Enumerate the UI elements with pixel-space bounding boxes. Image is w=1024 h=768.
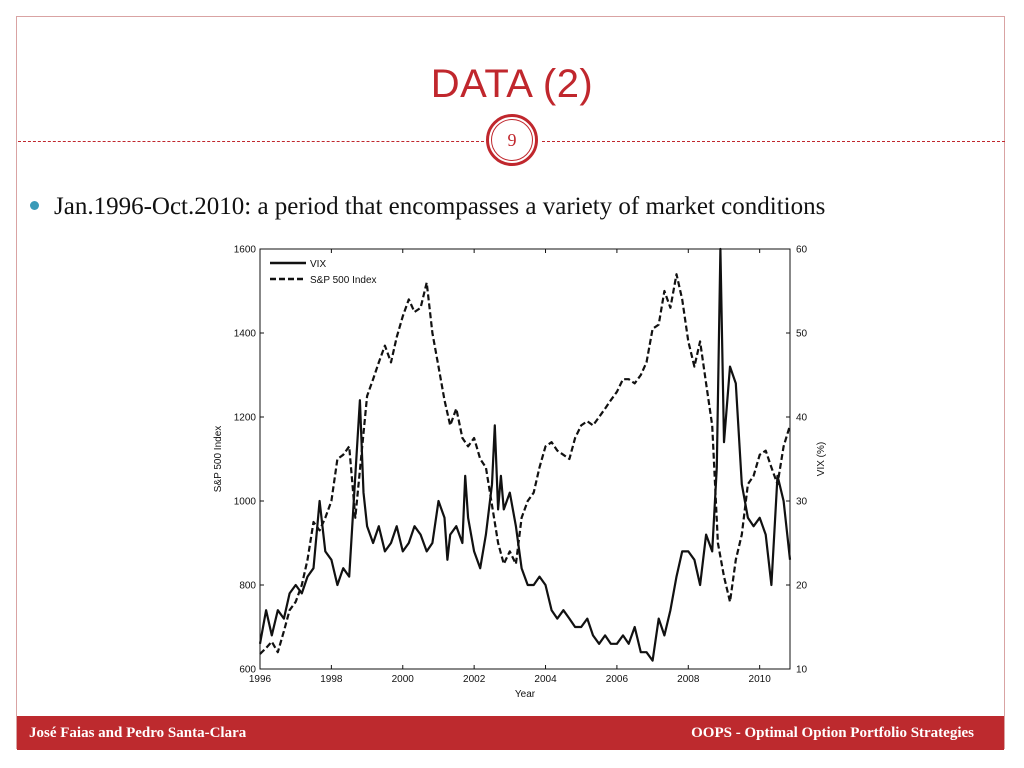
right-tick-label: 60 [796, 245, 808, 256]
slide-title: DATA (2) [430, 62, 594, 106]
right-tick-label: 50 [796, 329, 808, 340]
left-tick-label: 1200 [234, 413, 257, 424]
series-line-sp500 [259, 273, 792, 655]
series-lines [258, 247, 792, 662]
x-tick-label: 2008 [677, 674, 700, 685]
x-tick-label: 2006 [606, 674, 629, 685]
x-tick-label: 1998 [320, 674, 343, 685]
y-axis-label-left: S&P 500 Index [213, 426, 224, 493]
right-axis-ticks: 10 20 30 40 50 60 [786, 245, 808, 676]
page-number-badge: 9 [486, 114, 538, 166]
bullet-dot-icon [30, 200, 39, 210]
left-axis-ticks: 600 800 1000 1200 1400 1600 [234, 245, 264, 676]
x-tick-label: 2004 [534, 674, 557, 685]
page-number: 9 [491, 119, 533, 161]
x-tick-label: 1996 [249, 674, 272, 685]
right-tick-label: 40 [796, 413, 808, 424]
left-tick-label: 600 [239, 665, 256, 676]
series-line-vix [258, 247, 792, 662]
left-tick-label: 1400 [234, 329, 257, 340]
title-divider-left [18, 141, 484, 142]
title-divider-right [542, 141, 1005, 142]
legend-label-vix: VIX [310, 259, 326, 270]
left-tick-label: 1000 [234, 497, 257, 508]
legend: VIX S&P 500 Index [270, 259, 377, 286]
x-axis-label: Year [515, 689, 536, 700]
footer-presentation-title: OOPS - Optimal Option Portfolio Strategi… [691, 725, 974, 741]
right-tick-label: 20 [796, 581, 808, 592]
y-axis-label-right: VIX (%) [816, 442, 827, 476]
x-tick-label: 2002 [463, 674, 486, 685]
left-tick-label: 1600 [234, 245, 257, 256]
right-tick-label: 10 [796, 665, 808, 676]
footer-bar: José Faias and Pedro Santa-Clara OOPS - … [17, 716, 1004, 750]
footer-authors: José Faias and Pedro Santa-Clara [29, 725, 247, 741]
left-tick-label: 800 [239, 581, 256, 592]
right-tick-label: 30 [796, 497, 808, 508]
bullet-item: Jan.1996-Oct.2010: a period that encompa… [30, 193, 1010, 221]
x-tick-label: 2000 [392, 674, 415, 685]
x-tick-label: 2010 [749, 674, 772, 685]
x-axis-ticks: 1996 1998 2000 2002 2004 2006 2008 2010 [249, 249, 771, 685]
legend-label-sp500: S&P 500 Index [310, 275, 377, 286]
plot-frame [259, 248, 791, 670]
bullet-text: Jan.1996-Oct.2010: a period that encompa… [54, 193, 826, 220]
